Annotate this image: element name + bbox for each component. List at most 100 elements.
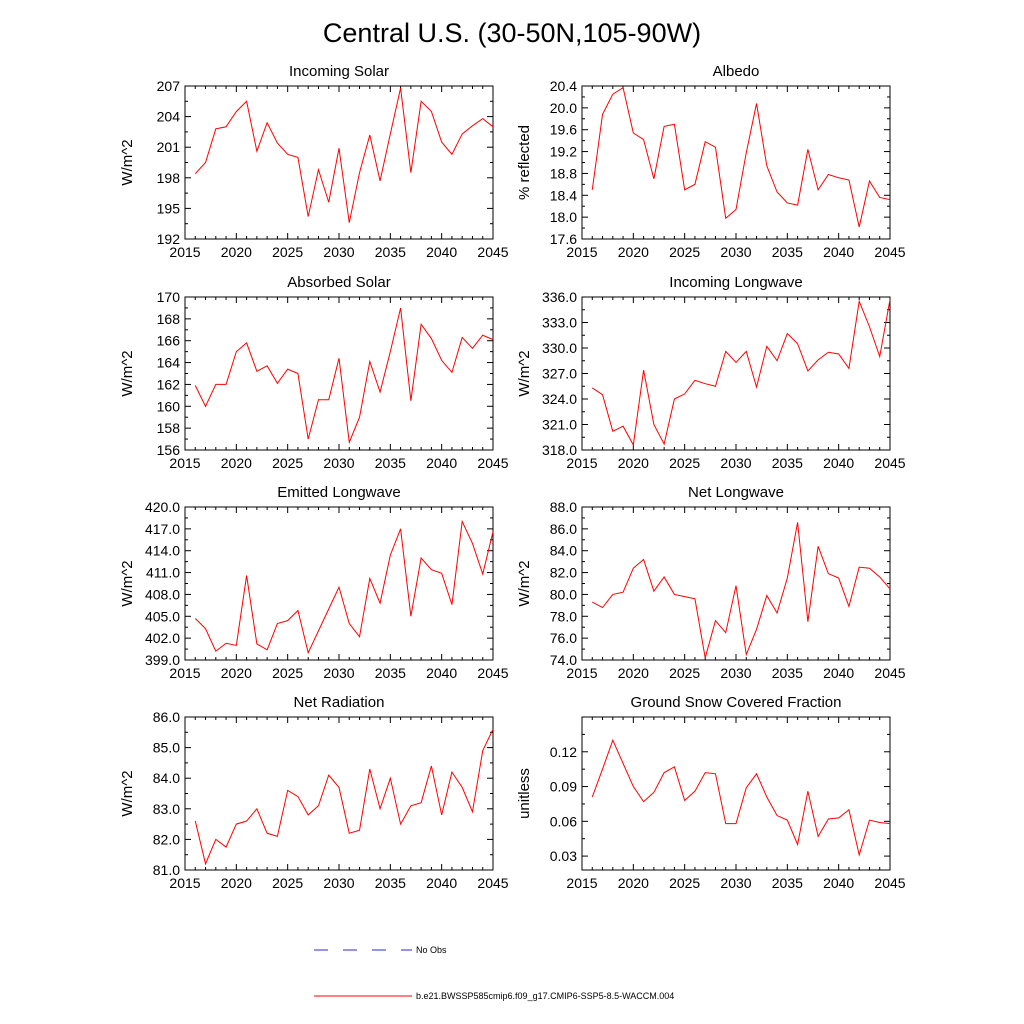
plot-frame (581, 716, 891, 871)
x-tick-label: 2040 (823, 455, 854, 471)
series-line-net-longwave (592, 522, 891, 658)
x-tick-label: 2040 (823, 244, 854, 260)
x-tick-label: 2020 (618, 875, 649, 891)
panel-title: Net Longwave (688, 484, 784, 501)
x-tick-label: 2040 (426, 665, 457, 681)
y-tick-label: 327.0 (542, 366, 577, 382)
y-tick-label: 204 (157, 109, 181, 125)
x-tick-label: 2045 (874, 455, 905, 471)
panel-emitted-longwave: Emitted Longwave W/m^2 2015 2020 2025 2030 203… (119, 484, 509, 681)
y-tick-label: 414.0 (145, 543, 180, 559)
x-tick-label: 2030 (720, 244, 751, 260)
x-tick-label: 2025 (669, 455, 700, 471)
y-axis-label: W/m^2 (516, 350, 533, 396)
y-tick-label: 321.0 (542, 417, 577, 433)
y-tick-label: 85.0 (153, 740, 180, 756)
y-tick-label: 20.0 (550, 100, 577, 116)
y-tick-label: 19.6 (550, 122, 577, 138)
series-line-emitted-longwave (194, 519, 494, 655)
y-tick-label: 20.4 (550, 78, 577, 94)
y-tick-label: 160 (157, 398, 181, 414)
y-tick-label: 168 (157, 311, 181, 327)
y-tick-label: 158 (157, 420, 181, 436)
y-tick-label: 156 (157, 442, 181, 458)
plot-frame (581, 296, 891, 451)
y-tick-label: 83.0 (153, 801, 180, 817)
legend-no-obs-label: No Obs (416, 945, 447, 955)
panels: Incoming Solar W/m^2 2015 2020 2025 2030 2035 2… (119, 63, 906, 891)
x-tick-label: 2015 (566, 244, 597, 260)
x-tick-label: 2035 (772, 875, 803, 891)
y-tick-label: 76.0 (550, 630, 577, 646)
y-tick-label: 170 (157, 289, 181, 305)
series-line-incoming-solar (194, 87, 494, 223)
y-tick-label: 88.0 (550, 499, 577, 515)
plot-frame (184, 506, 494, 661)
x-tick-label: 2035 (375, 455, 406, 471)
x-tick-label: 2025 (272, 455, 303, 471)
panel-ground-snow-covered-fraction: Ground Snow Covered Fraction unitless 2015… (516, 694, 906, 891)
x-tick-label: 2030 (323, 875, 354, 891)
x-tick-label: 2020 (221, 455, 252, 471)
x-tick-label: 2045 (874, 244, 905, 260)
y-tick-label: 86.0 (550, 521, 577, 537)
y-tick-label: 18.8 (550, 165, 577, 181)
y-tick-label: 333.0 (542, 315, 577, 331)
x-tick-label: 2030 (720, 665, 751, 681)
y-tick-label: 166 (157, 333, 181, 349)
x-tick-label: 2020 (618, 665, 649, 681)
y-tick-label: 408.0 (145, 586, 180, 602)
y-tick-label: 324.0 (542, 391, 577, 407)
y-tick-label: 86.0 (153, 709, 180, 725)
panel-title: Incoming Longwave (669, 274, 802, 291)
y-tick-label: 207 (157, 78, 181, 94)
y-tick-label: 201 (157, 139, 181, 155)
y-tick-label: 336.0 (542, 289, 577, 305)
y-tick-label: 402.0 (145, 630, 180, 646)
x-tick-label: 2015 (566, 665, 597, 681)
x-tick-label: 2020 (618, 455, 649, 471)
panel-net-radiation: Net Radiation W/m^2 2015 2020 2025 2030 2035 20… (119, 694, 509, 891)
panel-absorbed-solar: Absorbed Solar W/m^2 2015 2020 2025 2030 2035 2… (119, 274, 509, 471)
y-tick-label: 399.0 (145, 652, 180, 668)
x-tick-label: 2030 (323, 455, 354, 471)
x-tick-label: 2035 (375, 875, 406, 891)
x-tick-label: 2015 (169, 875, 200, 891)
panel-title: Incoming Solar (289, 63, 389, 80)
y-tick-label: 198 (157, 170, 181, 186)
panel-title: Ground Snow Covered Fraction (631, 694, 842, 711)
x-tick-label: 2040 (426, 244, 457, 260)
y-tick-label: 192 (157, 231, 181, 247)
x-tick-label: 2020 (221, 665, 252, 681)
y-tick-label: 0.12 (550, 744, 577, 760)
x-tick-label: 2045 (477, 244, 508, 260)
y-tick-label: 0.03 (550, 848, 577, 864)
x-tick-label: 2015 (566, 455, 597, 471)
x-tick-label: 2025 (669, 665, 700, 681)
x-tick-label: 2045 (477, 665, 508, 681)
plot-frame (184, 296, 494, 451)
x-tick-label: 2020 (618, 244, 649, 260)
panel-title: Absorbed Solar (287, 274, 390, 291)
x-tick-label: 2025 (669, 244, 700, 260)
y-axis-label: unitless (516, 768, 533, 819)
panel-net-longwave: Net Longwave W/m^2 2015 2020 2025 2030 2035 204… (516, 484, 906, 681)
y-tick-label: 78.0 (550, 608, 577, 624)
y-axis-label: % reflected (516, 125, 533, 200)
y-tick-label: 84.0 (153, 770, 180, 786)
y-axis-label: W/m^2 (516, 560, 533, 606)
y-tick-label: 80.0 (550, 586, 577, 602)
x-tick-label: 2045 (874, 875, 905, 891)
x-tick-label: 2025 (272, 665, 303, 681)
y-tick-label: 81.0 (153, 862, 180, 878)
series-line-absorbed-solar (194, 307, 494, 445)
x-tick-label: 2045 (874, 665, 905, 681)
panel-title: Emitted Longwave (277, 484, 400, 501)
y-axis-label: W/m^2 (119, 770, 136, 816)
x-tick-label: 2020 (221, 875, 252, 891)
legend-model-label: b.e21.BWSSP585cmip6.f09_g17.CMIP6-SSP5-8… (416, 991, 674, 1001)
x-tick-label: 2035 (375, 665, 406, 681)
x-tick-label: 2045 (477, 455, 508, 471)
y-tick-label: 411.0 (146, 565, 180, 581)
